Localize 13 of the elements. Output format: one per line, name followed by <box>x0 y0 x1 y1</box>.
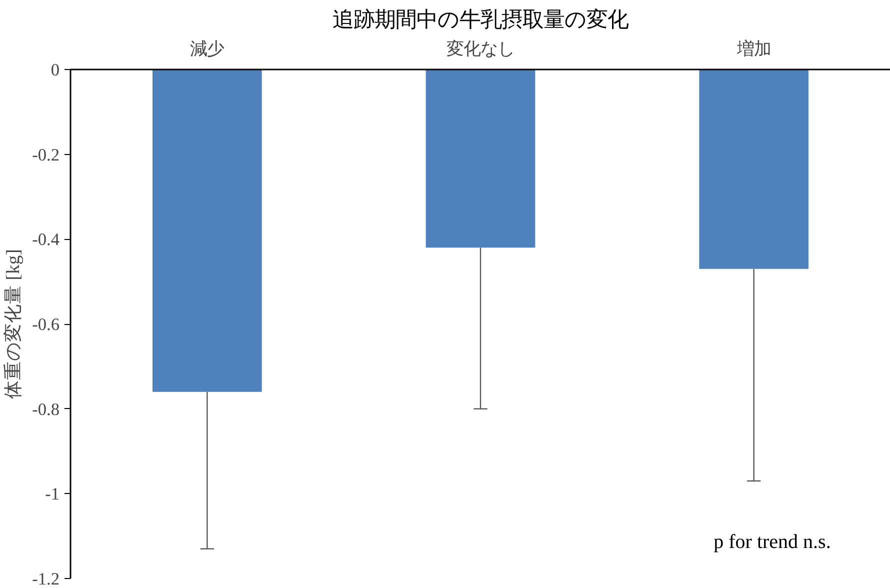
annotation: p for trend n.s. <box>714 531 831 554</box>
y-tick-label: 0 <box>50 60 60 80</box>
x-tick-label: 変化なし <box>446 40 514 58</box>
y-axis-title: 体重の変化量 [kg] <box>2 249 24 399</box>
y-tick-label: -0.6 <box>32 315 60 334</box>
x-tick-label: 減少 <box>190 40 224 58</box>
y-tick-label: -0.2 <box>32 145 60 164</box>
y-tick-label: -0.8 <box>32 400 60 419</box>
y-tick-label: -1.2 <box>32 570 60 588</box>
y-tick-label: -1 <box>45 484 60 504</box>
chart-title: 追跡期間中の牛乳摂取量の変化 <box>332 8 628 32</box>
x-tick-label: 増加 <box>736 40 771 58</box>
y-tick-label: -0.4 <box>32 230 60 250</box>
